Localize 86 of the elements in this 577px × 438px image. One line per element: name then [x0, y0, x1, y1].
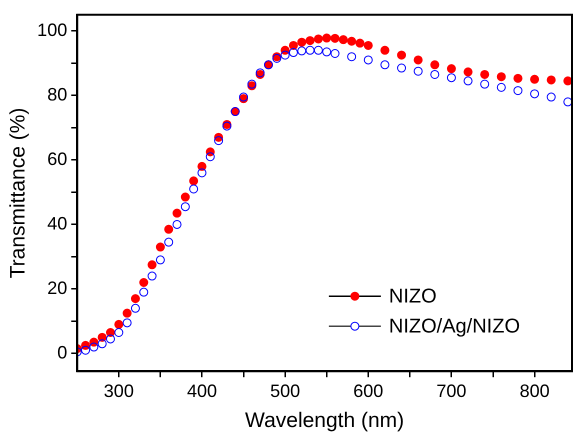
y-tick-label: 20	[47, 278, 68, 298]
point	[446, 73, 456, 82]
x-tick-label: 500	[270, 380, 300, 401]
x-axis-title: Wavelength (nm)	[245, 409, 404, 432]
y-tick-label: 40	[47, 213, 68, 234]
point	[280, 50, 290, 60]
point	[446, 64, 456, 74]
point	[156, 255, 165, 264]
point	[322, 34, 332, 43]
point	[496, 72, 506, 82]
point	[106, 328, 115, 337]
point	[480, 70, 490, 79]
point	[89, 342, 98, 352]
point	[364, 40, 373, 50]
point	[397, 50, 406, 60]
point	[148, 272, 157, 281]
y-tick-label: 0	[57, 342, 68, 362]
point	[122, 308, 132, 318]
point	[380, 60, 390, 70]
point	[464, 76, 473, 86]
point	[189, 184, 198, 194]
point	[164, 238, 174, 247]
point	[122, 318, 132, 328]
y-axis-title: Transmittance (%)	[6, 108, 30, 278]
point	[297, 38, 306, 47]
point	[130, 294, 140, 304]
point	[172, 208, 182, 218]
point	[180, 202, 190, 212]
point	[480, 80, 490, 89]
point	[156, 242, 165, 252]
point	[364, 55, 373, 64]
point	[297, 46, 306, 56]
y-tick-label: 100	[37, 20, 68, 40]
point	[330, 49, 340, 58]
point	[355, 38, 364, 48]
point	[197, 168, 206, 178]
point	[288, 48, 298, 58]
point	[306, 46, 315, 55]
point	[513, 86, 522, 96]
point	[130, 304, 140, 313]
y-tick-label: 60	[47, 148, 68, 169]
x-tick-label: 400	[186, 380, 217, 401]
point	[414, 66, 423, 76]
point	[530, 74, 540, 84]
point	[380, 46, 390, 55]
point	[189, 176, 198, 186]
point	[563, 76, 572, 86]
point	[513, 74, 522, 83]
point	[430, 60, 440, 70]
x-tick-label: 600	[353, 380, 384, 401]
legend-label: NIZO/Ag/NIZO	[388, 316, 520, 338]
point	[288, 40, 298, 50]
point	[139, 278, 148, 288]
point	[214, 136, 224, 146]
point	[347, 52, 356, 62]
point	[114, 328, 124, 337]
point	[114, 320, 124, 329]
point	[106, 334, 115, 344]
point	[397, 64, 406, 73]
point	[322, 47, 332, 56]
point	[164, 224, 174, 234]
point	[206, 152, 215, 162]
point	[172, 220, 182, 229]
point	[546, 92, 556, 102]
point	[314, 46, 323, 55]
point	[180, 192, 190, 202]
x-tick-label: 800	[520, 380, 550, 401]
legend-label: NIZO	[388, 286, 437, 308]
x-tick-label: 300	[104, 380, 134, 401]
point	[98, 339, 107, 348]
point	[496, 82, 506, 92]
point	[139, 288, 148, 297]
point	[430, 70, 440, 79]
point	[148, 260, 157, 270]
point	[464, 67, 473, 76]
point	[314, 34, 323, 44]
point	[338, 35, 348, 44]
point	[81, 346, 90, 355]
point	[330, 34, 340, 43]
point	[306, 36, 315, 46]
point	[530, 89, 540, 98]
x-tick-label: 700	[436, 380, 466, 401]
y-tick-label: 80	[47, 84, 68, 104]
point	[414, 55, 423, 64]
point	[546, 75, 556, 84]
point	[347, 36, 356, 46]
